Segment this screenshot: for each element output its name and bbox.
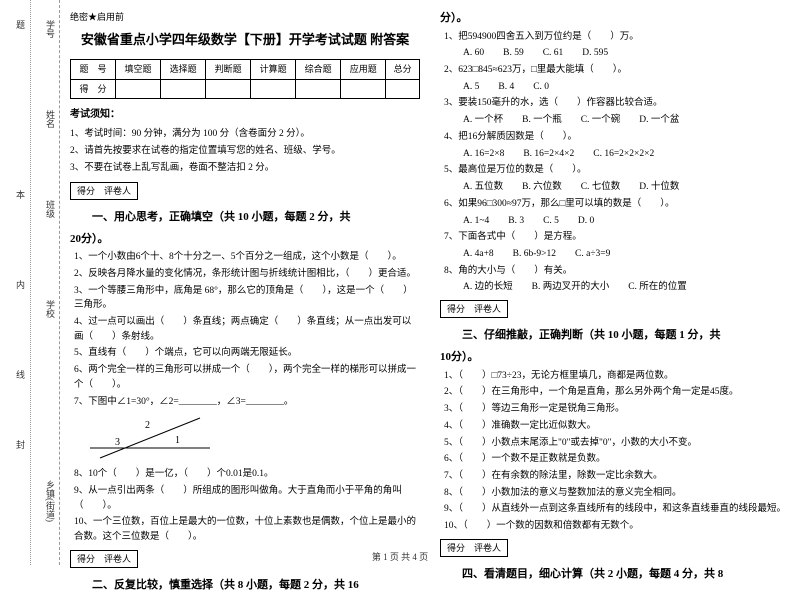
- q-item: 1、（ ）□73÷23，无论方框里填几，商都是两位数。: [444, 369, 790, 384]
- section2-head2: 分）。: [440, 10, 790, 28]
- page-content: 绝密★启用前 安徽省重点小学四年级数学【下册】开学考试试题 附答案 题 号 填空…: [70, 10, 790, 550]
- th: 题 号: [71, 60, 116, 79]
- th: 选择题: [161, 60, 206, 79]
- td: [116, 79, 161, 98]
- sidebar-label-xingming: 姓名: [44, 110, 57, 128]
- q-item: 7、下面各式中（ ）是方程。: [444, 230, 790, 245]
- q-item: 10、（ ）一个数的因数和倍数都有无数个。: [444, 519, 790, 534]
- q-item: A. 5 B. 4 C. 0: [444, 80, 790, 95]
- section3-head: 三、仔细推敲，正确判断（共 10 小题，每题 1 分，共: [440, 327, 790, 345]
- q-item: 6、（ ）一个数不是正数就是负数。: [444, 452, 790, 467]
- section1-list2: 8、10个（ ）是一亿，（ ）个0.01是0.1。 9、从一点引出两条（ ）所组…: [74, 467, 420, 545]
- dotted-line: [30, 0, 31, 565]
- q-item: 2、623□845≈623万，□里最大能填（ ）。: [444, 63, 790, 78]
- q-item: 3、（ ）等边三角形一定是锐角三角形。: [444, 402, 790, 417]
- sidebar-label-banji: 班级: [44, 200, 57, 218]
- exam-title: 安徽省重点小学四年级数学【下册】开学考试试题 附答案: [70, 30, 420, 51]
- q-item: 3、一个等腰三角形中，底角是 68°，那么它的顶角是（ ），这是一个（ ）三角形…: [74, 284, 420, 313]
- q-item: 2、（ ）在三角形中，一个角是直角，那么另外两个角一定是45度。: [444, 385, 790, 400]
- th: 综合题: [296, 60, 341, 79]
- sidebar-mark: 本: [14, 190, 27, 199]
- q-item: A. 16=2×8 B. 16=2×4×2 C. 16=2×2×2×2: [444, 147, 790, 162]
- sidebar-mark: 线: [14, 370, 27, 379]
- notice-item: 1、考试时间：90 分钟，满分为 100 分（含卷面分 2 分）。: [70, 127, 420, 142]
- th: 判断题: [206, 60, 251, 79]
- td: [341, 79, 386, 98]
- sidebar-label-xuexiao: 学校: [44, 300, 57, 318]
- th: 应用题: [341, 60, 386, 79]
- q-item: 4、把16分解质因数是（ ）。: [444, 130, 790, 145]
- td: [251, 79, 296, 98]
- section1-head2: 20分）。: [70, 231, 420, 249]
- section4-head: 四、看清题目，细心计算（共 2 小题，每题 4 分，共 8: [440, 566, 790, 584]
- q-item: 8、10个（ ）是一亿，（ ）个0.01是0.1。: [74, 467, 420, 482]
- section1-list: 1、一个小数由6个十、8个十分之一、5个百分之一组成，这个小数是（ ）。 2、反…: [74, 250, 420, 409]
- sidebar-mark: 内: [14, 280, 27, 289]
- section2-list: 1、把594900四舍五入到万位约是（ ）万。 A. 60 B. 59 C. 6…: [444, 30, 790, 296]
- q-item: 2、反映各月降水量的变化情况，条形统计图与折线统计图相比，（ ）更合适。: [74, 267, 420, 282]
- table-row: 得 分: [71, 79, 420, 98]
- notice-head: 考试须知：: [70, 107, 420, 123]
- score-table: 题 号 填空题 选择题 判断题 计算题 综合题 应用题 总分 得 分: [70, 59, 420, 99]
- q-item: 6、两个完全一样的三角形可以拼成一个（ ），两个完全一样的梯形可以拼成一个（ ）…: [74, 363, 420, 392]
- q-item: 5、最高位是万位的数是（ ）。: [444, 163, 790, 178]
- left-column: 绝密★启用前 安徽省重点小学四年级数学【下册】开学考试试题 附答案 题 号 填空…: [70, 10, 420, 550]
- right-column: 分）。 1、把594900四舍五入到万位约是（ ）万。 A. 60 B. 59 …: [440, 10, 790, 550]
- table-row: 题 号 填空题 选择题 判断题 计算题 综合题 应用题 总分: [71, 60, 420, 79]
- angle-diagram: 1 2 3: [90, 413, 210, 463]
- q-item: 1、把594900四舍五入到万位约是（ ）万。: [444, 30, 790, 45]
- notice-item: 2、请首先按要求在试卷的指定位置填写您的姓名、班级、学号。: [70, 144, 420, 159]
- section3-list: 1、（ ）□73÷23，无论方框里填几，商都是两位数。 2、（ ）在三角形中，一…: [444, 369, 790, 534]
- q-item: A. 五位数 B. 六位数 C. 七位数 D. 十位数: [444, 180, 790, 195]
- sidebar-mark: 题: [14, 20, 27, 29]
- th: 计算题: [251, 60, 296, 79]
- th: 总分: [386, 60, 420, 79]
- q-item: 4、（ ）准确数一定比近似数大。: [444, 419, 790, 434]
- q-item: 9、（ ）从直线外一点到这条直线所有的线段中，和这条直线垂直的线段最短。: [444, 502, 790, 517]
- q-item: A. 一个杯 B. 一个瓶 C. 一个碗 D. 一个盆: [444, 113, 790, 128]
- score-box: 得分 评卷人: [70, 182, 138, 200]
- angle-label-2: 2: [145, 420, 150, 431]
- sidebar-mark: 封: [14, 440, 27, 449]
- q-item: 1、一个小数由6个十、8个十分之一、5个百分之一组成，这个小数是（ ）。: [74, 250, 420, 265]
- section3-head2: 10分）。: [440, 349, 790, 367]
- angle-label-1: 1: [175, 435, 180, 446]
- secret-mark: 绝密★启用前: [70, 10, 420, 24]
- q-item: A. 边的长短 B. 两边叉开的大小 C. 所在的位置: [444, 280, 790, 295]
- td: [206, 79, 251, 98]
- td: 得 分: [71, 79, 116, 98]
- sidebar-label-xiangzhen: 乡镇(街道): [44, 480, 57, 522]
- td: [161, 79, 206, 98]
- score-box: 得分 评卷人: [440, 300, 508, 318]
- q-item: 9、从一点引出两条（ ）所组成的图形叫做角。大于直角而小于平角的角叫（ ）。: [74, 484, 420, 513]
- q-item: 8、（ ）小数加法的意义与整数加法的意义完全相同。: [444, 486, 790, 501]
- q-item: A. 4a+8 B. 6b-9>12 C. a÷3=9: [444, 247, 790, 262]
- q-item: 7、下图中∠1=30°，∠2=________，∠3=________。: [74, 395, 420, 410]
- section2-head: 二、反复比较，慎重选择（共 8 小题，每题 2 分，共 16: [70, 577, 420, 595]
- page-footer: 第 1 页 共 4 页: [0, 550, 800, 563]
- q-item: 5、（ ）小数点末尾添上"0"或去掉"0"，小数的大小不变。: [444, 436, 790, 451]
- q-item: 7、（ ）在有余数的除法里，除数一定比余数大。: [444, 469, 790, 484]
- q-item: 6、如果96□300≈97万，那么□里可以填的数是（ ）。: [444, 197, 790, 212]
- q-item: 4、过一点可以画出（ ）条直线；两点确定（ ）条直线；从一点出发可以画（ ）条射…: [74, 315, 420, 344]
- q-item: 5、直线有（ ）个端点，它可以向两端无限延长。: [74, 346, 420, 361]
- td: [386, 79, 420, 98]
- q-item: A. 60 B. 59 C. 61 D. 595: [444, 46, 790, 61]
- q-item: 10、一个三位数，百位上是最大的一位数，十位上素数也是偶数，个位上是最小的合数。…: [74, 515, 420, 544]
- td: [296, 79, 341, 98]
- th: 填空题: [116, 60, 161, 79]
- binding-sidebar: 学号 姓名 班级 学校 乡镇(街道) 题 本 内 线 封: [0, 0, 60, 565]
- q-item: A. 1~4 B. 3 C. 5 D. 0: [444, 214, 790, 229]
- section1-head: 一、用心思考，正确填空（共 10 小题，每题 2 分，共: [70, 209, 420, 227]
- notice-list: 1、考试时间：90 分钟，满分为 100 分（含卷面分 2 分）。 2、请首先按…: [70, 127, 420, 177]
- notice-item: 3、不要在试卷上乱写乱画，卷面不整洁扣 2 分。: [70, 161, 420, 176]
- angle-svg: 1 2 3: [90, 413, 210, 463]
- angle-label-3: 3: [115, 437, 120, 448]
- q-item: 3、要装150毫升的水，选（ ）作容器比较合适。: [444, 96, 790, 111]
- q-item: 8、角的大小与（ ）有关。: [444, 264, 790, 279]
- sidebar-label-xuehao: 学号: [44, 20, 57, 38]
